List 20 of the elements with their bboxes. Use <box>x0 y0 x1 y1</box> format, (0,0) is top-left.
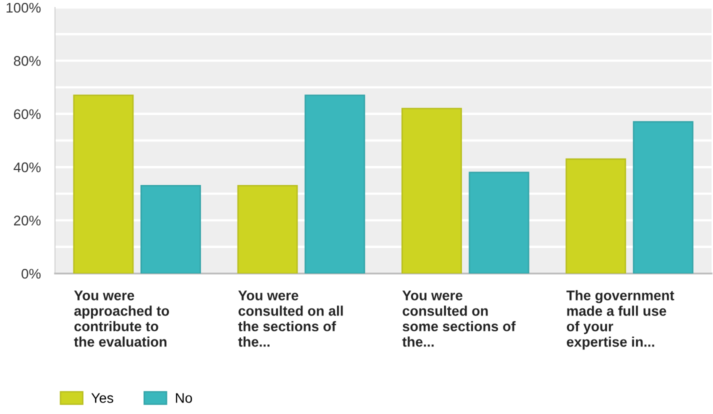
x-tick-label: You were consulted on some sections of the... <box>402 290 516 347</box>
x-tick-label: The government made a full use of your expertise in... <box>566 290 674 350</box>
y-tick-label: 40% <box>14 162 41 172</box>
y-tick-label: 60% <box>14 109 41 120</box>
bar <box>468 172 530 274</box>
y-tick-label: 20% <box>14 216 41 226</box>
bar <box>140 185 201 274</box>
bar <box>73 94 134 274</box>
y-tick-label: 0% <box>22 268 41 279</box>
bar <box>237 185 298 274</box>
bar <box>304 94 366 274</box>
x-tick-label: You were consulted on all the sections of the... <box>238 290 343 347</box>
y-tick-label: 100% <box>6 2 41 13</box>
bar <box>632 121 694 274</box>
legend-label: No <box>176 393 192 403</box>
legend-label: Yes <box>91 393 114 403</box>
x-tick-label: You were approached to contribute to the evaluation <box>74 290 170 347</box>
bar <box>566 158 626 274</box>
bar <box>401 108 462 274</box>
y-tick-label: 80% <box>14 56 41 66</box>
